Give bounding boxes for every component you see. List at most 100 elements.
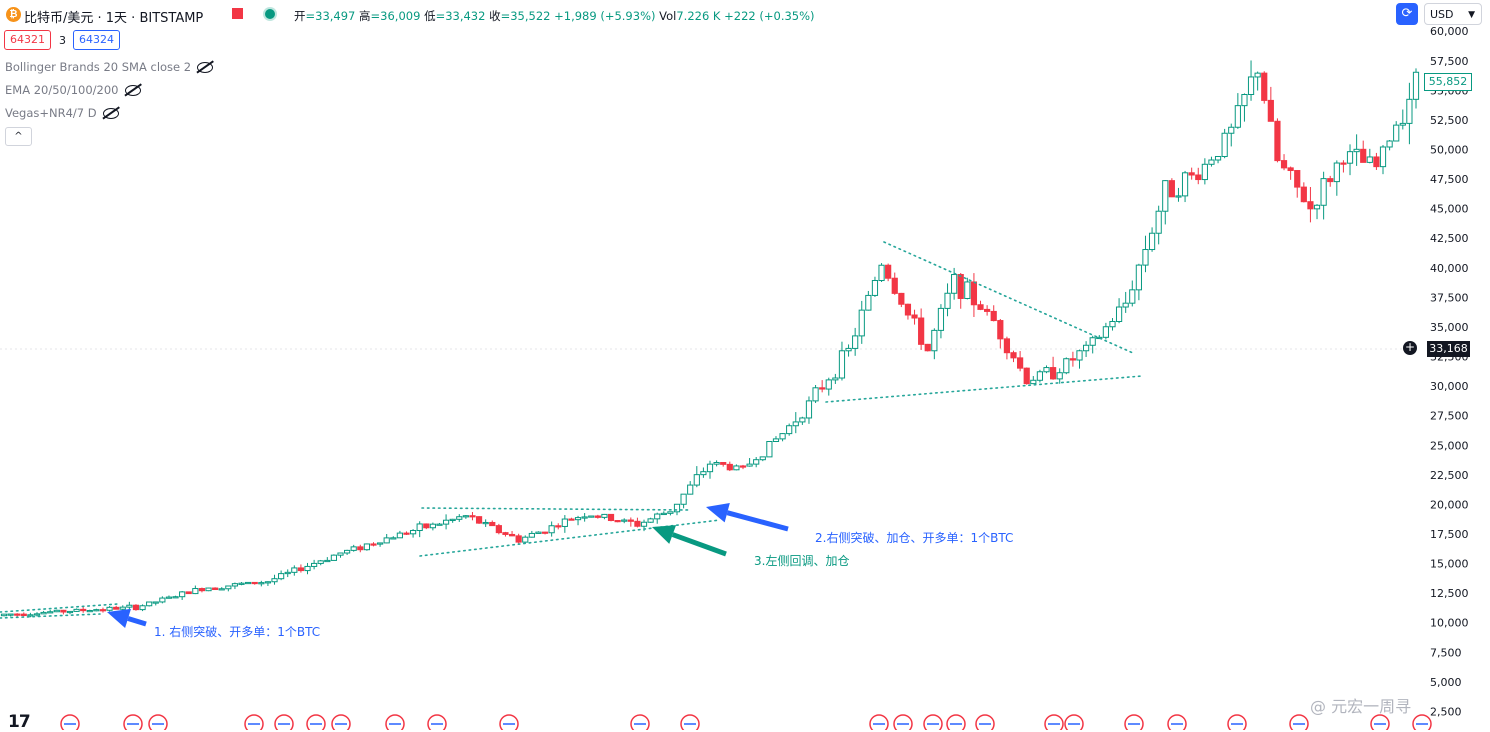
y-tick-label: 50,000 — [1430, 144, 1469, 157]
candle-body — [126, 604, 133, 608]
event-marker-icon[interactable] — [244, 714, 264, 730]
candle-body — [733, 465, 740, 471]
candle-body — [647, 518, 654, 523]
candle-body — [291, 567, 298, 573]
candle-body — [66, 610, 74, 614]
y-axis[interactable]: 2,500 5,000 7,500 10,000 12,500 15,000 17,500 2… — [1430, 25, 1469, 718]
candle-body — [278, 573, 285, 580]
candle-body — [376, 542, 384, 545]
event-marker-icon[interactable] — [331, 714, 351, 730]
candle-body — [198, 588, 206, 592]
indicator-bollinger[interactable]: Bollinger Brands 20 SMA close 2 — [5, 60, 214, 74]
sell-price-box[interactable]: 64321 — [4, 30, 51, 50]
hidden-eye-icon[interactable] — [102, 108, 119, 119]
currency-select[interactable]: USD ▼ — [1424, 3, 1482, 25]
event-marker-icon[interactable] — [60, 714, 80, 730]
tradingview-logo[interactable]: 17 — [8, 712, 31, 732]
symbol-title[interactable]: 比特币/美元 · 1天 · BITSTAMP — [24, 11, 204, 26]
candle-body — [753, 459, 760, 465]
event-marker-icon[interactable] — [1289, 714, 1309, 730]
candle-body — [482, 521, 489, 525]
candle-body — [1181, 172, 1189, 197]
watermark: @ 元宏一周寻 — [1310, 697, 1412, 716]
candle-body — [119, 606, 126, 610]
event-marker-icon[interactable] — [1124, 714, 1144, 730]
candle-body — [1155, 210, 1162, 234]
candle-body — [805, 400, 813, 419]
chevron-down-icon: ▼ — [1468, 10, 1475, 20]
arrow-head — [107, 608, 131, 629]
candle-body — [429, 523, 436, 529]
candle-body — [409, 529, 417, 535]
y-tick-label: 60,000 — [1430, 25, 1469, 38]
add-alert-icon[interactable]: + — [1403, 340, 1417, 355]
candle-body — [251, 581, 258, 585]
candle-body — [132, 604, 140, 611]
candle-body — [574, 517, 582, 521]
candle-body — [640, 521, 648, 527]
candle-body — [964, 281, 971, 299]
event-marker-icon[interactable] — [148, 714, 168, 730]
event-marker-icon[interactable] — [975, 714, 995, 730]
candle-body — [720, 462, 727, 465]
event-marker-icon[interactable] — [427, 714, 447, 730]
candle-body — [456, 516, 463, 520]
candle-body — [462, 515, 469, 518]
y-tick-label: 25,000 — [1430, 439, 1469, 452]
event-marker-icon[interactable] — [1044, 714, 1064, 730]
candle-body — [165, 596, 173, 599]
event-marker-icon[interactable] — [869, 714, 889, 730]
event-markers — [60, 714, 1432, 730]
candle-body — [403, 532, 410, 535]
candle-body — [819, 387, 826, 390]
trend-line[interactable] — [0, 603, 119, 613]
refresh-icon[interactable]: ⟳ — [1396, 3, 1418, 25]
event-marker-icon[interactable] — [274, 714, 294, 730]
event-marker-icon[interactable] — [680, 714, 700, 730]
collapse-indicators-button[interactable]: ^ — [5, 127, 32, 146]
candle-body — [1234, 105, 1241, 128]
candle-body — [957, 274, 964, 299]
indicator-ema[interactable]: EMA 20/50/100/200 — [5, 83, 141, 97]
trend-line[interactable] — [419, 519, 721, 557]
candle-body — [53, 609, 60, 613]
event-marker-icon[interactable] — [385, 714, 405, 730]
candle-body — [997, 320, 1004, 340]
arrow-head — [652, 525, 677, 544]
event-marker-icon[interactable] — [1412, 714, 1432, 730]
candle-body — [1043, 367, 1050, 373]
event-marker-icon[interactable] — [1227, 714, 1247, 730]
trend-line[interactable] — [421, 507, 691, 511]
event-marker-icon[interactable] — [1370, 714, 1390, 730]
event-marker-icon[interactable] — [630, 714, 650, 730]
trend-line[interactable] — [883, 241, 1134, 354]
event-marker-icon[interactable] — [306, 714, 326, 730]
event-marker-icon[interactable] — [1167, 714, 1187, 730]
candle-body — [614, 520, 621, 523]
candle-body — [245, 581, 252, 585]
crosshair-price-tag: 33,168 — [1427, 341, 1470, 357]
flag-icon[interactable] — [232, 8, 243, 19]
hidden-eye-icon[interactable] — [124, 85, 141, 96]
event-marker-icon[interactable] — [923, 714, 943, 730]
candle-body — [106, 606, 113, 611]
candle-body — [1063, 358, 1070, 374]
candle-body — [436, 523, 443, 526]
candle-body — [363, 543, 370, 551]
buy-price-box[interactable]: 64324 — [73, 30, 120, 50]
candle-body — [1030, 379, 1037, 385]
candle-body — [423, 523, 430, 529]
candle-body — [990, 310, 997, 322]
event-marker-icon[interactable] — [499, 714, 519, 730]
hidden-eye-icon[interactable] — [197, 62, 214, 73]
event-marker-icon[interactable] — [946, 714, 966, 730]
candle-body — [1050, 367, 1057, 380]
event-marker-icon[interactable] — [1064, 714, 1084, 730]
trend-line[interactable] — [825, 375, 1143, 403]
last-price-tag: 55,852 — [1424, 73, 1472, 91]
event-marker-icon[interactable] — [893, 714, 913, 730]
indicator-vegas[interactable]: Vegas+NR4/7 D — [5, 106, 119, 120]
event-marker-icon[interactable] — [123, 714, 143, 730]
trend-line[interactable] — [0, 613, 101, 619]
